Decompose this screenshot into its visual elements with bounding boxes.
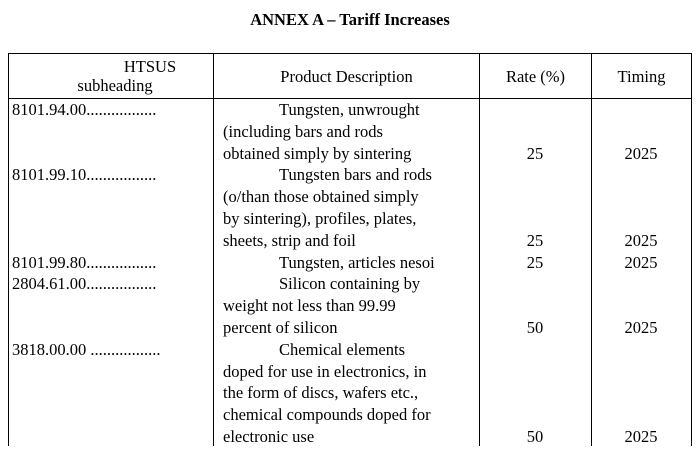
hts-code: 2804.61.00................. [12,274,157,294]
header-htsus: HTSUS [123,57,177,76]
header-subheading: subheading [77,76,153,95]
header-timing: Timing [617,66,666,86]
hts-code: 3818.00.00 ................. [12,339,161,359]
timing-value: 2025 [624,143,658,163]
table-row: 8101.99.80................. Tungsten, art… [9,252,691,274]
table-header: HTSUS subheading Product Description Rate… [9,54,691,99]
product-description: Tungsten, unwrought (including bars and … [223,100,420,163]
product-description: Silicon containing by weight not less th… [223,274,421,337]
timing-value: 2025 [624,230,658,250]
column-divider [591,54,592,446]
table-row: 8101.99.10................. Tungsten bars… [9,164,691,251]
column-divider [213,54,214,446]
hts-code: 8101.94.00................. [12,100,157,119]
table-row: 2804.61.00................. Silicon conta… [9,273,691,338]
product-description: Tungsten bars and rods (o/than those obt… [223,165,432,250]
tariff-table: HTSUS subheading Product Description Rate… [8,53,692,446]
page-title: ANNEX A – Tariff Increases [250,10,450,29]
rate-value: 25 [526,143,544,163]
rate-value: 50 [526,426,544,446]
timing-value: 2025 [624,317,658,337]
rate-value: 50 [526,317,544,337]
table-body: 8101.94.00................. Tungsten, unw… [9,99,691,448]
rate-value: 25 [526,230,544,250]
table-row: 3818.00.00 ................. Chemical ele… [9,339,691,448]
header-description: Product Description [280,66,413,86]
hts-code: 8101.99.80................. [12,252,157,272]
product-description: Chemical elements doped for use in elect… [223,339,431,446]
column-divider [479,54,480,446]
table-row: 8101.94.00................. Tungsten, unw… [9,99,691,164]
timing-value: 2025 [624,252,658,272]
rate-value: 25 [526,252,544,272]
hts-code: 8101.99.10................. [12,165,157,185]
header-rate: Rate (%) [505,66,566,86]
product-description: Tungsten, articles nesoi [279,252,435,272]
timing-value: 2025 [624,426,658,446]
